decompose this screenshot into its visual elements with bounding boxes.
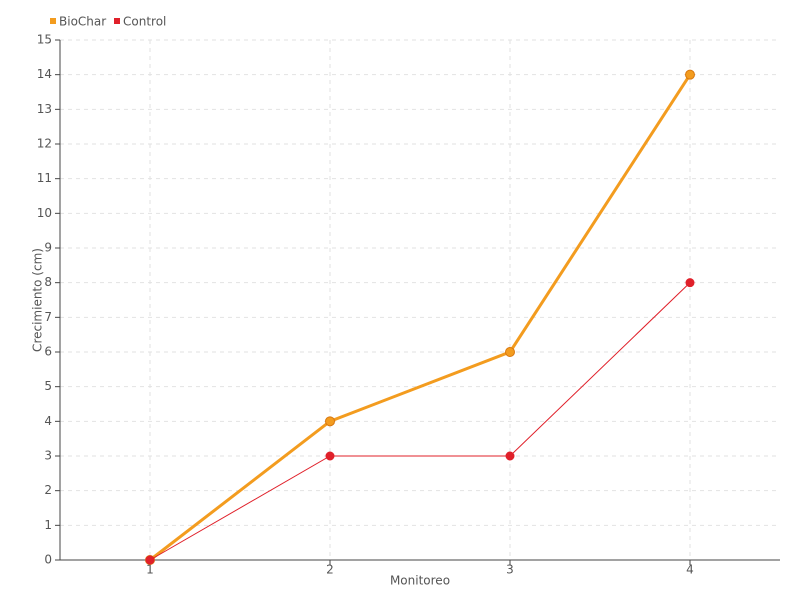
legend-label: Control xyxy=(123,15,166,29)
y-axis-label: Crecimiento (cm) xyxy=(31,248,45,352)
data-point xyxy=(325,451,335,461)
y-tick-label: 11 xyxy=(37,171,52,185)
y-tick-label: 5 xyxy=(44,379,52,393)
y-tick-label: 10 xyxy=(37,206,52,220)
y-tick-label: 1 xyxy=(44,518,52,532)
x-axis-label: Monitoreo xyxy=(390,574,450,588)
data-point xyxy=(685,278,695,288)
x-tick-label: 4 xyxy=(686,563,694,577)
y-tick-label: 3 xyxy=(44,449,52,463)
series-line xyxy=(149,282,691,561)
x-tick-label: 2 xyxy=(326,563,334,577)
series-line xyxy=(149,73,692,562)
y-tick-label: 15 xyxy=(37,33,52,47)
x-tick-label: 3 xyxy=(506,563,514,577)
legend-label: BioChar xyxy=(59,15,106,29)
y-tick-label: 9 xyxy=(44,241,52,255)
y-tick-label: 4 xyxy=(44,414,52,428)
y-tick-label: 2 xyxy=(44,483,52,497)
y-tick-label: 7 xyxy=(44,310,52,324)
data-point xyxy=(145,555,155,565)
data-point xyxy=(685,69,695,80)
data-point xyxy=(505,347,515,357)
x-tick-label: 1 xyxy=(146,563,154,577)
legend-swatch xyxy=(50,18,56,24)
y-tick-label: 12 xyxy=(37,137,52,151)
y-tick-label: 6 xyxy=(44,345,52,359)
y-tick-label: 14 xyxy=(37,67,52,81)
y-tick-label: 8 xyxy=(44,275,52,289)
y-tick-label: 0 xyxy=(44,553,52,567)
legend-swatch xyxy=(114,18,120,24)
data-point xyxy=(505,451,515,461)
data-point xyxy=(325,416,335,427)
y-tick-label: 13 xyxy=(37,102,52,116)
